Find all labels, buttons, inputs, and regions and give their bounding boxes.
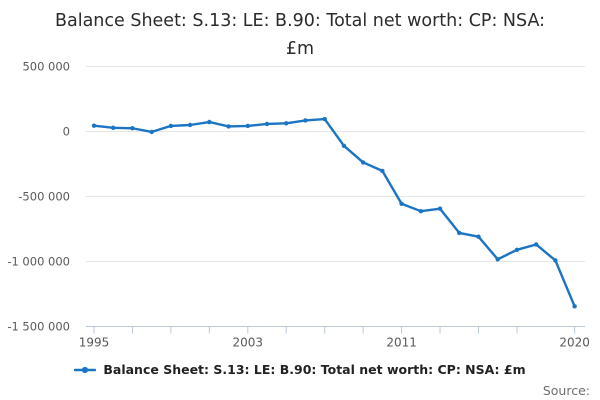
- data-point[interactable]: [187, 122, 193, 128]
- data-point[interactable]: [226, 124, 231, 129]
- legend-series-label: Balance Sheet: S.13: LE: B.90: Total net…: [103, 362, 526, 377]
- y-tick-label: -500 000: [18, 190, 70, 204]
- data-point[interactable]: [111, 125, 116, 131]
- y-tick-label: 0: [63, 125, 70, 139]
- legend-line-marker-icon: [74, 366, 97, 373]
- data-point[interactable]: [360, 160, 366, 165]
- series-total-net-worth[interactable]: [91, 116, 577, 309]
- data-point[interactable]: [207, 119, 212, 125]
- data-point[interactable]: [437, 206, 443, 211]
- data-point[interactable]: [572, 304, 577, 309]
- x-tick-label: 2020: [559, 336, 590, 350]
- y-tick-label: -1 000 000: [7, 255, 70, 269]
- chart-title-line-1: Balance Sheet: S.13: LE: B.90: Total net…: [54, 11, 546, 31]
- chart-title-line-2: £m: [285, 39, 315, 59]
- data-point[interactable]: [264, 121, 270, 127]
- data-point[interactable]: [245, 123, 250, 129]
- data-point[interactable]: [514, 247, 520, 252]
- y-tick-label: -1 500 000: [7, 320, 70, 334]
- data-point[interactable]: [476, 234, 481, 239]
- x-tick-label: 2011: [386, 336, 417, 350]
- data-point[interactable]: [553, 258, 558, 263]
- data-point[interactable]: [399, 201, 404, 206]
- data-point[interactable]: [533, 242, 539, 247]
- data-point[interactable]: [341, 143, 347, 148]
- data-point[interactable]: [149, 129, 154, 135]
- data-point[interactable]: [168, 123, 174, 129]
- y-tick-label: 500 000: [22, 60, 70, 74]
- chart-title: Balance Sheet: S.13: LE: B.90: Total net…: [0, 7, 600, 63]
- data-point[interactable]: [418, 208, 424, 214]
- data-point[interactable]: [495, 257, 500, 262]
- x-axis-labels: 1995 2003 2011 2020: [79, 336, 590, 350]
- source-label: Source:: [542, 383, 590, 398]
- y-axis-labels: 500 000 0 -500 000 -1 000 000 -1 500 000: [7, 60, 70, 334]
- data-point[interactable]: [322, 116, 327, 122]
- x-tick-label: 1995: [79, 336, 110, 350]
- data-point[interactable]: [380, 168, 385, 174]
- data-point[interactable]: [91, 123, 97, 128]
- x-tick-label: 2003: [233, 336, 264, 350]
- data-point[interactable]: [457, 230, 462, 236]
- legend-item[interactable]: Balance Sheet: S.13: LE: B.90: Total net…: [74, 362, 526, 377]
- data-point[interactable]: [284, 121, 289, 126]
- data-point[interactable]: [130, 126, 135, 131]
- legend: Balance Sheet: S.13: LE: B.90: Total net…: [0, 362, 600, 377]
- y-gridlines: [86, 66, 585, 262]
- data-line[interactable]: [92, 117, 576, 308]
- x-axis: [86, 326, 585, 334]
- data-point[interactable]: [303, 118, 308, 123]
